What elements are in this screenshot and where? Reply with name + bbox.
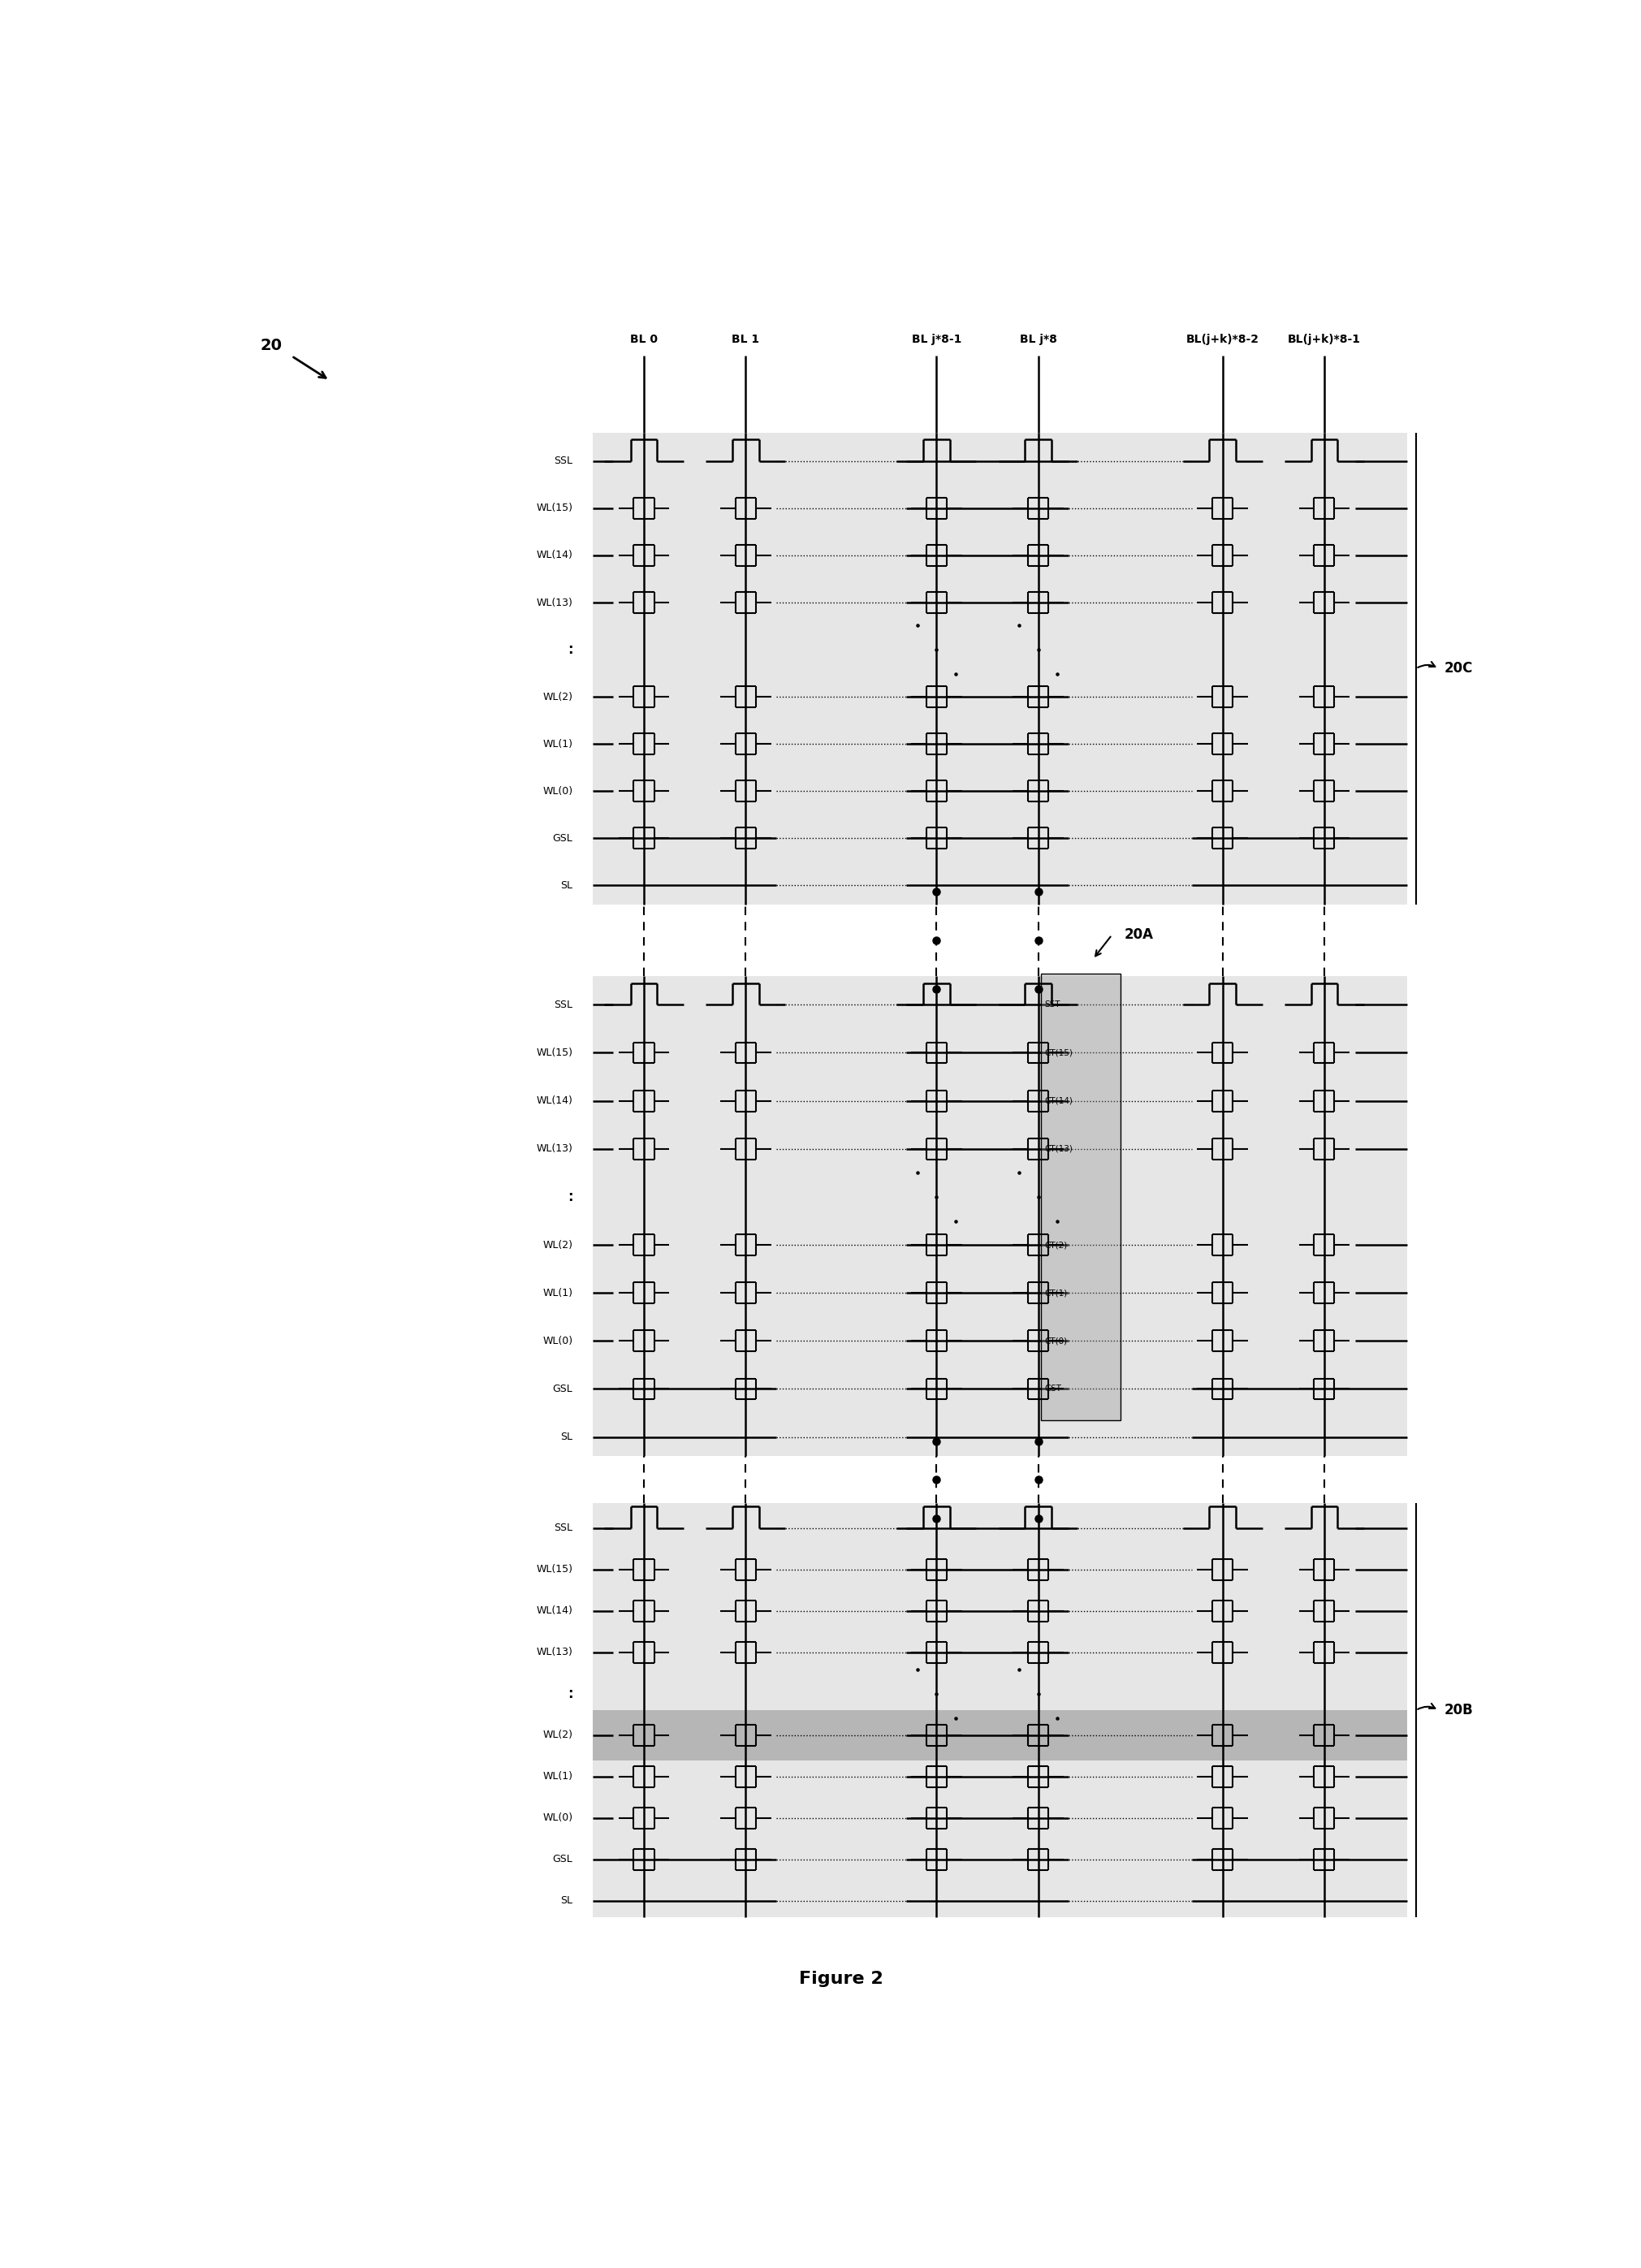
- Text: BL(j+k)*8-1: BL(j+k)*8-1: [1288, 333, 1360, 345]
- Text: 20B: 20B: [1444, 1703, 1474, 1717]
- Text: SL: SL: [561, 1896, 573, 1905]
- Text: WL(1): WL(1): [543, 739, 573, 748]
- Text: WL(2): WL(2): [543, 1730, 573, 1740]
- Text: WL(15): WL(15): [537, 1565, 573, 1574]
- Bar: [592, 1504, 1406, 1916]
- Text: CT(15): CT(15): [1045, 1048, 1073, 1057]
- Text: BL 1: BL 1: [732, 333, 760, 345]
- Text: CT(1): CT(1): [1045, 1288, 1067, 1297]
- Text: :: :: [568, 1687, 573, 1701]
- Text: SL: SL: [561, 880, 573, 891]
- Text: SST: SST: [1045, 1000, 1060, 1009]
- Text: :: :: [568, 1188, 573, 1204]
- Text: WL(0): WL(0): [543, 1812, 573, 1823]
- Text: SSL: SSL: [555, 1000, 573, 1009]
- Text: SSL: SSL: [555, 1522, 573, 1533]
- FancyArrowPatch shape: [294, 356, 325, 379]
- Text: SL: SL: [561, 1431, 573, 1442]
- Bar: [592, 433, 1406, 905]
- Text: GSL: GSL: [553, 1383, 573, 1395]
- Text: WL(13): WL(13): [537, 596, 573, 608]
- Text: WL(2): WL(2): [543, 692, 573, 703]
- Text: WL(15): WL(15): [537, 503, 573, 513]
- Text: WL(13): WL(13): [537, 1647, 573, 1658]
- Text: GSL: GSL: [553, 832, 573, 844]
- Text: WL(2): WL(2): [543, 1241, 573, 1250]
- Text: SSL: SSL: [555, 456, 573, 467]
- Bar: [1040, 973, 1121, 1420]
- Text: BL 0: BL 0: [630, 333, 658, 345]
- Text: BL(j+k)*8-2: BL(j+k)*8-2: [1186, 333, 1259, 345]
- Text: CT(13): CT(13): [1045, 1145, 1073, 1152]
- Bar: [592, 1710, 1406, 1760]
- Text: Figure 2: Figure 2: [799, 1971, 883, 1987]
- FancyArrowPatch shape: [1418, 1703, 1436, 1710]
- Text: CT(2): CT(2): [1045, 1241, 1067, 1250]
- Text: WL(14): WL(14): [537, 1606, 573, 1617]
- Text: WL(14): WL(14): [537, 1095, 573, 1107]
- Text: WL(0): WL(0): [543, 1336, 573, 1347]
- Text: :: :: [568, 642, 573, 658]
- Text: CT(14): CT(14): [1045, 1098, 1073, 1105]
- Bar: [592, 975, 1406, 1456]
- Text: WL(15): WL(15): [537, 1048, 573, 1059]
- Text: WL(1): WL(1): [543, 1288, 573, 1297]
- Text: WL(0): WL(0): [543, 787, 573, 796]
- Bar: [1040, 973, 1121, 1420]
- Text: WL(13): WL(13): [537, 1143, 573, 1154]
- FancyArrowPatch shape: [1096, 937, 1111, 957]
- Text: WL(14): WL(14): [537, 551, 573, 560]
- Text: 20C: 20C: [1444, 662, 1472, 676]
- Text: GST: GST: [1045, 1386, 1062, 1393]
- Text: 20A: 20A: [1124, 928, 1154, 941]
- Text: BL j*8: BL j*8: [1019, 333, 1057, 345]
- Text: CT(0): CT(0): [1045, 1336, 1067, 1345]
- Text: BL j*8-1: BL j*8-1: [911, 333, 962, 345]
- FancyArrowPatch shape: [1418, 662, 1436, 667]
- Text: 20: 20: [261, 338, 282, 354]
- Text: GSL: GSL: [553, 1853, 573, 1864]
- Text: WL(1): WL(1): [543, 1771, 573, 1783]
